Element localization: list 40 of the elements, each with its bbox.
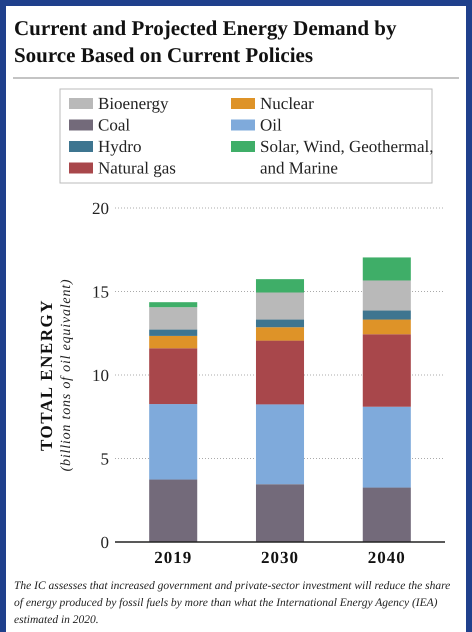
bar (149, 480, 198, 542)
legend-label: Oil (260, 116, 282, 134)
bar (256, 279, 304, 292)
bar (362, 320, 411, 334)
bar (256, 484, 304, 542)
y-tick-label: 5 (100, 449, 109, 468)
bar (362, 280, 411, 311)
y-tick-label: 10 (92, 366, 109, 385)
y-tick-label: 0 (100, 532, 109, 552)
bar (256, 327, 304, 341)
bar (362, 310, 411, 320)
bar (149, 307, 198, 330)
bar (256, 292, 304, 320)
bar (149, 348, 198, 404)
bar (149, 404, 198, 480)
bar (256, 404, 304, 484)
bar (362, 488, 411, 542)
x-tick-label: 2030 (261, 548, 299, 567)
legend-label: Bioenergy (98, 94, 170, 113)
y-tick-label: 20 (92, 198, 109, 218)
bar (256, 340, 304, 404)
bar (149, 336, 198, 348)
chart-title: Current and Projected Energy Demand by Source Based on Current Policies (14, 16, 397, 67)
legend-label: Hydro (98, 137, 142, 156)
bar (362, 406, 411, 488)
bar (362, 257, 411, 280)
legend-label: Coal (98, 116, 130, 134)
y-tick-label: 15 (92, 282, 109, 302)
bar (149, 330, 198, 336)
legend-label: Natural gas (98, 158, 176, 178)
legend-label: Nuclear (260, 94, 314, 113)
bar (149, 302, 198, 308)
text: (billion tons of oil equivalent) (59, 278, 74, 472)
bar (362, 334, 411, 407)
text: The IC assesses that increased government and private-sector investment will reduce the share of energy produced by fossil fuels by more than what the International Energy Agency (IEA) estimated in 2020. (14, 580, 450, 626)
x-tick-label: 2019 (154, 548, 192, 567)
bar (256, 320, 304, 328)
y-axis-title: TOTAL ENERGY (37, 299, 56, 451)
legend-label: Solar, Wind, Geothermal, and Marine (260, 137, 434, 178)
x-tick-label: 2040 (368, 548, 406, 567)
